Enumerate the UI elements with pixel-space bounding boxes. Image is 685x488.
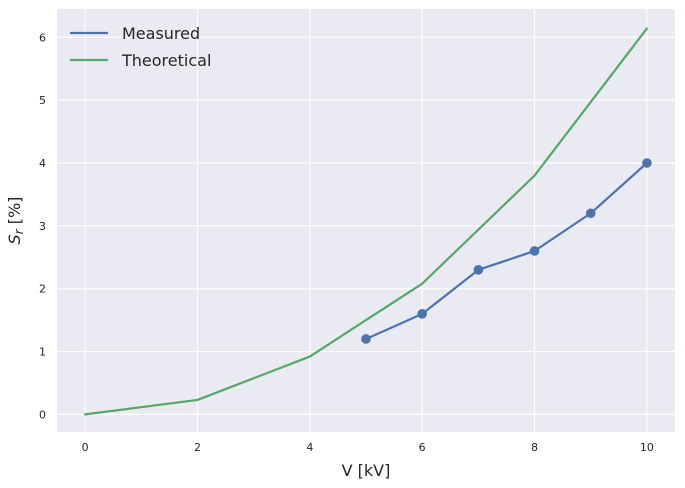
plot-area: [57, 9, 675, 432]
series-measured: [361, 158, 652, 344]
data-point-measured: [529, 246, 540, 256]
y-tick-label: 2: [39, 283, 46, 296]
y-tick-label: 0: [39, 408, 46, 421]
series-line-theoretical: [83, 27, 649, 416]
series-group: [83, 27, 652, 416]
series-line-measured: [364, 161, 649, 341]
y-tick-label: 3: [39, 220, 46, 233]
y-tick-labels: 0 1 2 3 4 5 6: [39, 31, 46, 421]
x-tick-label: 2: [194, 441, 201, 454]
x-tick-label: 0: [82, 441, 89, 454]
legend-label: Measured: [122, 24, 200, 43]
data-point-measured: [473, 265, 484, 275]
data-point-measured: [417, 309, 427, 319]
x-tick-label: 4: [306, 441, 313, 454]
x-axis-label: V [kV]: [342, 461, 391, 480]
legend-label: Theoretical: [121, 51, 211, 70]
y-axis-label: Sr [%]: [5, 197, 26, 245]
y-axis-label-unit: [%]: [5, 197, 24, 230]
y-tick-label: 1: [39, 346, 46, 359]
x-tick-label: 8: [531, 441, 538, 454]
y-axis-label-subscript: r: [12, 228, 26, 234]
x-tick-labels: 0 2 4 6 8 10: [82, 441, 654, 454]
x-tick-label: 6: [419, 441, 426, 454]
legend-item: Theoretical: [70, 51, 211, 70]
y-tick-label: 4: [39, 157, 46, 170]
data-point-measured: [361, 334, 371, 344]
x-tick-label: 10: [640, 441, 654, 454]
series-theoretical: [83, 27, 649, 416]
y-tick-label: 6: [39, 31, 46, 44]
data-point-measured: [585, 208, 596, 219]
y-tick-label: 5: [39, 94, 46, 107]
legend-item: Measured: [70, 24, 200, 43]
data-point-measured: [642, 158, 652, 168]
legend: Measured Theoretical: [70, 24, 211, 70]
y-axis-label-symbol: S: [5, 234, 24, 244]
